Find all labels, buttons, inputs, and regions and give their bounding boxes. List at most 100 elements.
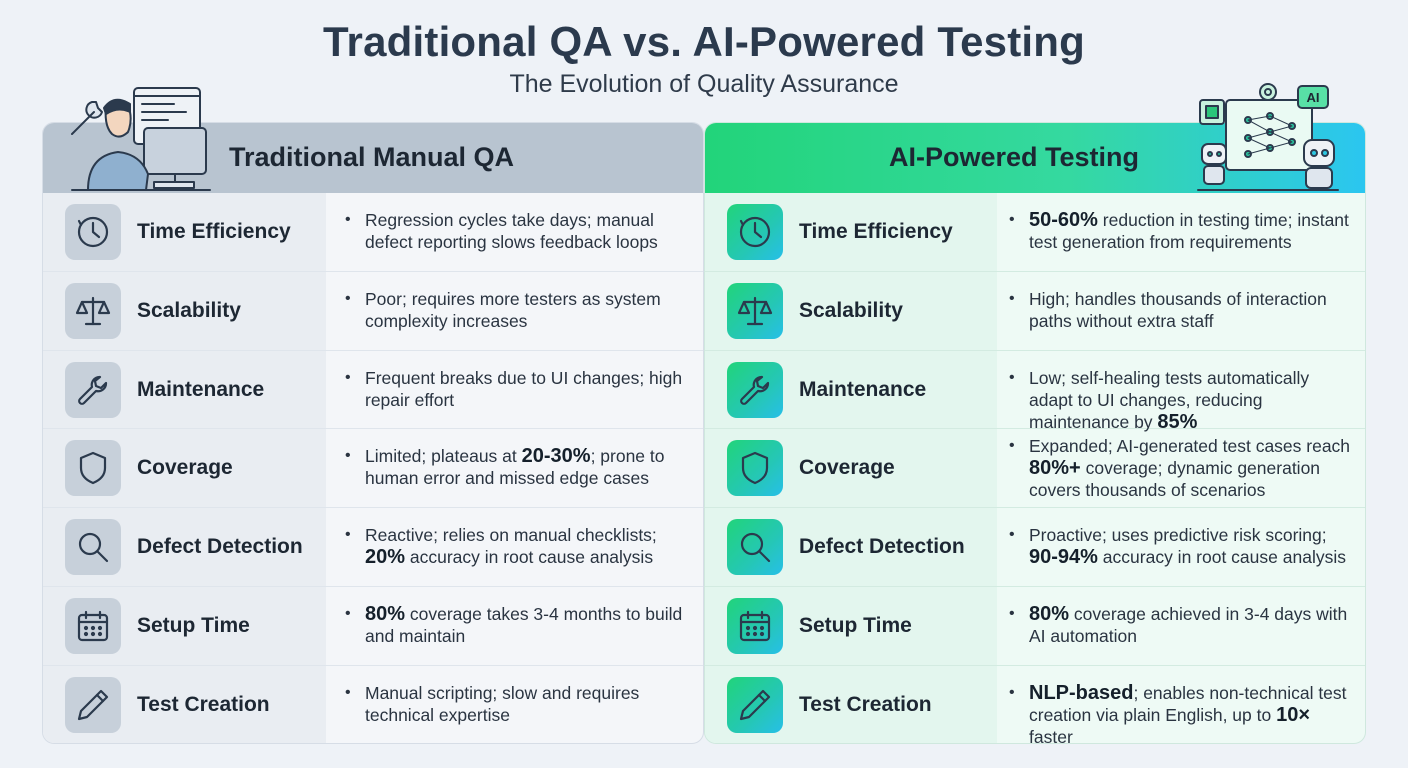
ai-category-label: Maintenance bbox=[799, 377, 927, 401]
highlight-value: 10× bbox=[1276, 703, 1311, 726]
wrench-icon bbox=[727, 361, 783, 418]
shield-icon bbox=[65, 440, 121, 497]
highlight-value: 85% bbox=[1157, 410, 1198, 433]
calendar-icon bbox=[65, 597, 121, 654]
description-text: Regression cycles take days; manual defe… bbox=[365, 210, 658, 252]
highlight-value: 20-30% bbox=[521, 445, 591, 468]
traditional-category-label: Maintenance bbox=[137, 377, 265, 401]
ai-description: Expanded; AI-generated test cases reach … bbox=[1007, 435, 1357, 501]
traditional-category-cell: Setup Time bbox=[43, 586, 326, 665]
traditional-category-cell: Time Efficiency bbox=[43, 193, 326, 271]
traditional-row: Time Efficiency Regression cycles take da… bbox=[43, 193, 703, 272]
description-text: Reactive; relies on manual checklists; bbox=[365, 525, 657, 546]
description-text: High; handles thousands of interaction p… bbox=[1029, 288, 1327, 331]
traditional-row: Setup Time 80% coverage takes 3-4 months … bbox=[43, 586, 703, 666]
highlight-value: NLP-based bbox=[1029, 681, 1134, 704]
manual-tester-illustration bbox=[71, 87, 211, 191]
traditional-row: Scalability Poor; requires more testers a… bbox=[43, 271, 703, 351]
traditional-description: Limited; plateaus at 20-30%; prone to hu… bbox=[343, 445, 683, 489]
traditional-row: Coverage Limited; plateaus at 20-30%; pro… bbox=[43, 429, 703, 509]
description-text: Low; self-healing tests automatically ad… bbox=[1029, 367, 1310, 432]
ai-category-cell: Coverage bbox=[705, 429, 997, 508]
traditional-category-cell: Maintenance bbox=[43, 350, 326, 429]
page-subtitle: The Evolution of Quality Assurance bbox=[509, 70, 899, 98]
traditional-description: Reactive; relies on manual checklists; 2… bbox=[343, 524, 683, 568]
description-text: ; prone to human error and missed edge c… bbox=[365, 446, 665, 489]
description-text: Poor; requires more testers as system co… bbox=[365, 288, 661, 331]
traditional-category-label: Coverage bbox=[137, 456, 233, 480]
ai-description: 50-60% reduction in testing time; instan… bbox=[1007, 209, 1357, 253]
ai-category-label: Scalability bbox=[799, 298, 903, 322]
traditional-description: Frequent breaks due to UI changes; high … bbox=[343, 367, 683, 411]
ai-category-label: Coverage bbox=[799, 456, 895, 480]
traditional-category-label: Time Efficiency bbox=[137, 220, 291, 243]
traditional-qa-title: Traditional Manual QA bbox=[229, 142, 515, 172]
traditional-category-label: Scalability bbox=[137, 298, 241, 322]
description-text: coverage achieved in 3-4 days with AI au… bbox=[1029, 603, 1348, 646]
description-text: faster bbox=[1029, 726, 1073, 744]
description-text: accuracy in root cause analysis bbox=[405, 547, 654, 568]
ai-testing-rows: Time Efficiency 50-60% reduction in testi… bbox=[705, 193, 1365, 744]
magnifier-icon bbox=[727, 519, 783, 576]
description-text: Limited; plateaus at bbox=[365, 446, 522, 467]
traditional-qa-rows: Time Efficiency Regression cycles take da… bbox=[43, 193, 703, 743]
clock-icon bbox=[65, 204, 121, 260]
clock-icon bbox=[727, 204, 783, 260]
ai-row: Coverage Expanded; AI-generated test case… bbox=[705, 429, 1365, 509]
description-text: coverage; dynamic generation covers thou… bbox=[1029, 458, 1321, 501]
ai-testing-panel: AI-Powered Testing Time Efficiency 50-60%… bbox=[704, 122, 1366, 744]
ai-badge-text: AI bbox=[1307, 90, 1320, 105]
scale-icon bbox=[727, 282, 783, 339]
ai-row: Time Efficiency 50-60% reduction in testi… bbox=[705, 193, 1365, 272]
ai-category-cell: Scalability bbox=[705, 271, 997, 350]
traditional-category-label: Test Creation bbox=[137, 692, 270, 716]
ai-robots-illustration: AI bbox=[1197, 83, 1339, 191]
magnifier-icon bbox=[65, 519, 121, 576]
description-text: Manual scripting; slow and requires tech… bbox=[365, 682, 640, 725]
traditional-qa-panel: Traditional Manual QA Time Efficiency Reg… bbox=[42, 122, 704, 744]
traditional-category-label: Defect Detection bbox=[137, 535, 303, 559]
pencil-icon bbox=[65, 676, 121, 733]
wrench-icon bbox=[65, 361, 121, 418]
highlight-value: 50-60% bbox=[1029, 209, 1098, 231]
traditional-category-cell: Test Creation bbox=[43, 665, 326, 743]
description-text: Frequent breaks due to UI changes; high … bbox=[365, 367, 683, 410]
highlight-value: 80%+ bbox=[1029, 457, 1081, 480]
ai-row: Defect Detection Proactive; uses predicti… bbox=[705, 508, 1365, 587]
traditional-description: Poor; requires more testers as system co… bbox=[343, 288, 683, 332]
scale-icon bbox=[65, 282, 121, 339]
ai-row: Test Creation NLP-based; enables non-tech… bbox=[705, 665, 1365, 744]
traditional-description: Regression cycles take days; manual defe… bbox=[343, 209, 683, 253]
description-text: Expanded; AI-generated test cases reach bbox=[1029, 436, 1351, 457]
page-title: Traditional QA vs. AI-Powered Testing bbox=[323, 18, 1085, 65]
ai-category-cell: Time Efficiency bbox=[705, 193, 997, 271]
traditional-row: Test Creation Manual scripting; slow and … bbox=[43, 665, 703, 743]
traditional-description: Manual scripting; slow and requires tech… bbox=[343, 682, 683, 726]
description-text: accuracy in root cause analysis bbox=[1097, 547, 1346, 568]
ai-description: Proactive; uses predictive risk scoring;… bbox=[1007, 524, 1357, 568]
ai-row: Scalability High; handles thousands of in… bbox=[705, 271, 1365, 351]
ai-description: High; handles thousands of interaction p… bbox=[1007, 288, 1357, 332]
traditional-description: 80% coverage takes 3-4 months to build a… bbox=[343, 603, 683, 647]
traditional-row: Defect Detection Reactive; relies on manu… bbox=[43, 508, 703, 587]
ai-description: Low; self-healing tests automatically ad… bbox=[1007, 367, 1357, 433]
highlight-value: 20% bbox=[365, 546, 406, 569]
ai-description: 80% coverage achieved in 3-4 days with A… bbox=[1007, 603, 1357, 647]
traditional-row: Maintenance Frequent breaks due to UI cha… bbox=[43, 350, 703, 430]
description-text: reduction in testing time; instant test … bbox=[1029, 210, 1349, 252]
ai-category-cell: Defect Detection bbox=[705, 508, 997, 586]
traditional-category-cell: Coverage bbox=[43, 429, 326, 508]
highlight-value: 90-94% bbox=[1029, 546, 1098, 569]
ai-testing-title: AI-Powered Testing bbox=[889, 142, 1140, 172]
ai-category-cell: Test Creation bbox=[705, 665, 997, 743]
pencil-icon bbox=[727, 676, 783, 733]
description-text: coverage takes 3-4 months to build and m… bbox=[365, 603, 683, 646]
ai-category-cell: Maintenance bbox=[705, 350, 997, 429]
ai-description: NLP-based; enables non-technical test cr… bbox=[1007, 681, 1357, 744]
ai-category-label: Time Efficiency bbox=[799, 220, 953, 243]
calendar-icon bbox=[727, 597, 783, 654]
traditional-category-cell: Scalability bbox=[43, 271, 326, 350]
traditional-category-label: Setup Time bbox=[137, 613, 250, 637]
description-text: Proactive; uses predictive risk scoring; bbox=[1029, 525, 1327, 546]
highlight-value: 80% bbox=[365, 602, 406, 625]
